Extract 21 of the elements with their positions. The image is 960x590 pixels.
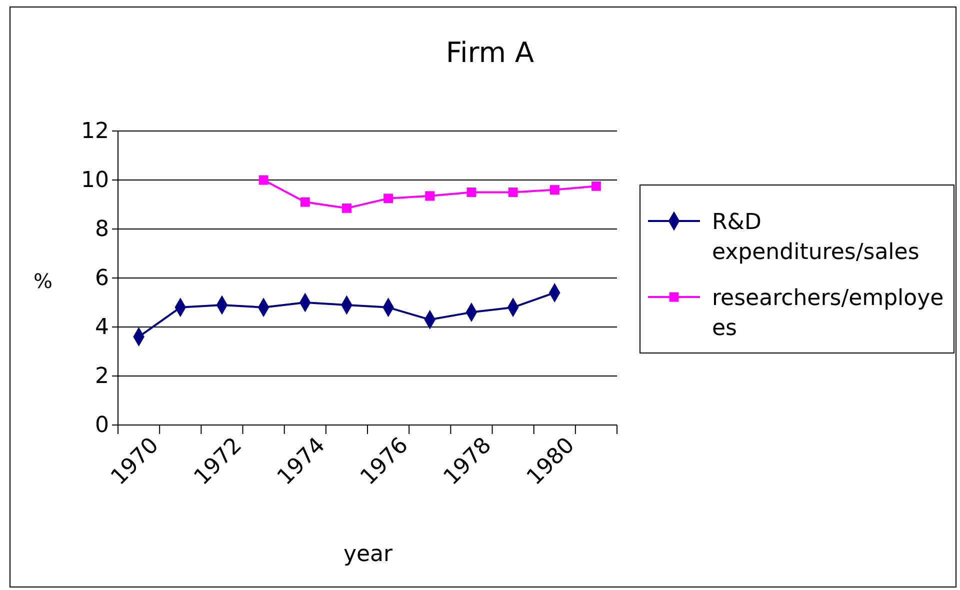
point — [466, 188, 476, 197]
x-axis-title: year — [343, 542, 394, 567]
y-tick-label: 2 — [95, 364, 109, 390]
y-axis-title: % — [33, 269, 53, 293]
y-tick-label: 10 — [81, 168, 109, 194]
point — [258, 175, 268, 185]
legend-label: researchers/employees — [712, 286, 944, 341]
point — [550, 185, 560, 195]
y-tick-label: 12 — [81, 119, 109, 144]
legend-label: R&D expenditures/sales — [712, 210, 920, 265]
point — [300, 197, 310, 207]
y-tick-label: 4 — [95, 315, 109, 340]
point — [591, 181, 601, 191]
point — [342, 203, 352, 213]
point — [425, 191, 435, 201]
y-tick-label: 6 — [95, 266, 109, 292]
y-tick-label: 8 — [95, 217, 109, 242]
y-tick-label: 0 — [95, 413, 109, 438]
chart-title: Firm A — [446, 36, 534, 69]
point — [508, 188, 518, 197]
point — [384, 194, 394, 204]
